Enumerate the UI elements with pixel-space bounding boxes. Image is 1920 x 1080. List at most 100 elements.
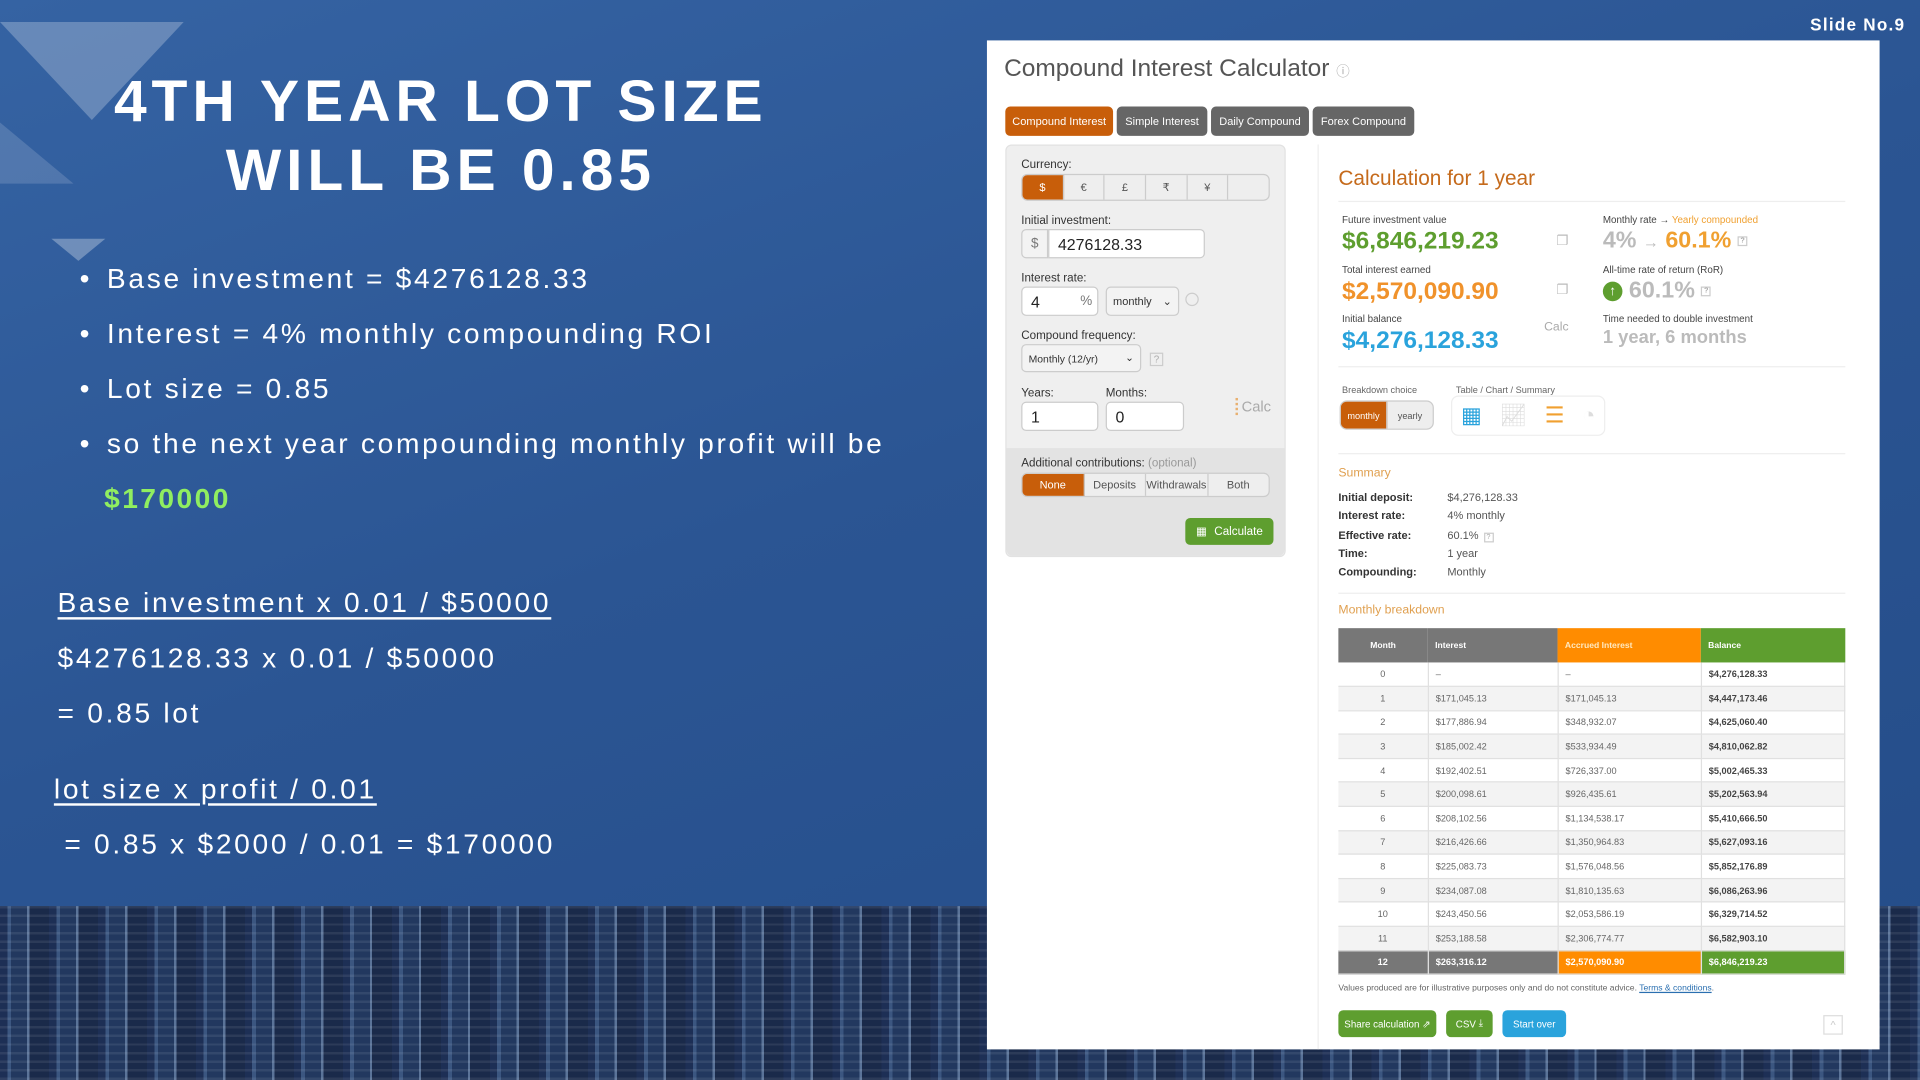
initial-investment-input[interactable]: 4276128.33 <box>1048 228 1205 259</box>
contrib-none[interactable]: None <box>1022 473 1085 496</box>
list-icon[interactable]: ☰ <box>1544 402 1565 428</box>
formula-result: = 0.85 lot <box>57 696 202 729</box>
bullet: Base investment = $4276128.33 <box>80 262 590 295</box>
table-cell: $5,410,666.50 <box>1700 806 1846 831</box>
currency-jpy[interactable]: ¥ <box>1187 175 1229 200</box>
bullet: Interest = 4% monthly compounding ROI <box>80 317 715 350</box>
table-cell: $6,582,903.10 <box>1700 926 1846 951</box>
summary-row: Effective rate: 60.1% ? <box>1338 528 1517 547</box>
help-icon[interactable]: ? <box>1149 352 1164 367</box>
breakdown-yearly[interactable]: yearly <box>1397 409 1423 421</box>
table-cell: $4,276,128.33 <box>1700 662 1846 688</box>
double-label: Time needed to double investment <box>1602 313 1753 325</box>
months-input[interactable]: 0 <box>1105 401 1185 432</box>
help-icon[interactable]: ? <box>1483 532 1494 542</box>
table-cell: $243,450.56 <box>1427 902 1559 927</box>
table-heading: Monthly breakdown <box>1338 603 1445 618</box>
table-cell: $216,426.66 <box>1427 830 1559 855</box>
table-cell: $533,934.49 <box>1557 734 1702 760</box>
compound-frequency-select[interactable]: Monthly (12/yr) ⌄ <box>1021 344 1142 373</box>
table-icon[interactable]: ▦ <box>1460 402 1482 428</box>
copy-icon[interactable]: ❐ <box>1556 233 1569 249</box>
view-selector: ▦ 📈︎ ☰ ◔ <box>1451 395 1606 436</box>
table-cell: 4 <box>1338 758 1429 784</box>
contrib-withdrawals[interactable]: Withdrawals <box>1146 473 1208 496</box>
interest-rate-input[interactable]: 4% <box>1021 286 1099 316</box>
summary-row: Compounding: Monthly <box>1338 566 1517 585</box>
info-icon[interactable]: ⓘ <box>1336 64 1350 80</box>
contrib-both[interactable]: Both <box>1226 478 1250 492</box>
table-cell: 12 <box>1338 950 1429 975</box>
scroll-top-button[interactable]: ^ <box>1823 1015 1843 1035</box>
table-cell: $6,329,714.52 <box>1700 902 1846 927</box>
column-header: Month <box>1338 628 1428 663</box>
table-cell: $926,435.61 <box>1557 782 1702 808</box>
help-icon[interactable]: ? <box>1701 286 1712 297</box>
download-icon: ⤓ <box>1478 1017 1483 1029</box>
table-cell: $192,402.51 <box>1427 758 1559 784</box>
start-over-button[interactable]: Start over <box>1502 1010 1567 1038</box>
table-cell: $171,045.13 <box>1557 686 1702 712</box>
column-header: Balance <box>1700 628 1845 663</box>
table-cell: 5 <box>1338 782 1429 808</box>
currency-eur[interactable]: € <box>1064 175 1105 200</box>
share-button[interactable]: Share calculation ⇗ <box>1338 1010 1437 1038</box>
table-cell: $5,002,465.33 <box>1700 758 1846 784</box>
table-cell: $171,045.13 <box>1427 686 1559 712</box>
bullet: so the next year compounding monthly pro… <box>80 427 885 460</box>
table-cell: 0 <box>1338 662 1429 688</box>
calculator-screenshot: Compound Interest Calculator ⓘ Compound … <box>986 40 1880 1050</box>
tab-compound-interest[interactable]: Compound Interest <box>1005 106 1114 136</box>
terms-link[interactable]: Terms & conditions <box>1639 984 1712 994</box>
ror-value: ↑ 60.1% ? <box>1602 278 1712 305</box>
currency-other[interactable] <box>1229 175 1269 199</box>
table-cell: 1 <box>1338 686 1429 712</box>
profit-highlight: $170000 <box>104 482 231 515</box>
table-cell: $1,810,135.63 <box>1557 878 1702 903</box>
table-cell: $4,625,060.40 <box>1700 710 1846 736</box>
summary-list: Initial deposit: $4,276,128.33 Interest ra… <box>1338 491 1517 585</box>
table-cell: $726,337.00 <box>1557 758 1702 784</box>
currency-usd[interactable]: $ <box>1022 175 1064 200</box>
summary-row: Time: 1 year <box>1338 547 1517 566</box>
remove-icon[interactable] <box>1185 292 1199 307</box>
calculator-icon: ▦ <box>1195 524 1207 539</box>
contrib-deposits[interactable]: Deposits <box>1084 473 1147 496</box>
table-cell: $263,316.12 <box>1427 950 1559 975</box>
tab-simple-interest[interactable]: Simple Interest <box>1116 106 1208 136</box>
summary-value: 1 year <box>1447 547 1478 560</box>
csv-button[interactable]: CSV ⤓ <box>1446 1010 1493 1038</box>
tab-forex-compound[interactable]: Forex Compound <box>1312 106 1415 136</box>
tab-daily-compound[interactable]: Daily Compound <box>1211 106 1309 136</box>
pie-chart-icon[interactable]: ◔ <box>1581 402 1596 428</box>
table-row: 8 $225,083.73 $1,576,048.56 $5,852,176.89 <box>1338 854 1846 879</box>
rate-period-select[interactable]: monthly ⌄ <box>1105 286 1180 316</box>
summary-key: Interest rate: <box>1338 509 1406 522</box>
copy-icon[interactable]: ❐ <box>1556 282 1569 298</box>
currency-gbp[interactable]: £ <box>1105 175 1147 200</box>
table-cell: $185,002.42 <box>1427 734 1559 760</box>
currency-selector: $ € £ ₹ ¥ <box>1021 173 1270 201</box>
currency-label: Currency: <box>1021 157 1072 172</box>
column-header: Accrued Interest <box>1557 628 1701 663</box>
table-cell: 3 <box>1338 734 1429 760</box>
table-cell: 6 <box>1338 806 1429 831</box>
table-cell: $348,932.07 <box>1557 710 1702 736</box>
view-label: Table / Chart / Summary <box>1455 384 1555 396</box>
breakdown-monthly[interactable]: monthly <box>1340 401 1388 429</box>
breakdown-toggle: monthly yearly <box>1339 400 1434 430</box>
share-icon: ⇗ <box>1422 1018 1431 1030</box>
table-row: 5 $200,098.61 $926,435.61 $5,202,563.94 <box>1338 782 1846 808</box>
calc-site-logo: Calc <box>1544 320 1569 335</box>
calculate-button[interactable]: ▦ Calculate <box>1185 517 1274 545</box>
table-cell: 11 <box>1338 926 1429 951</box>
table-row: 11 $253,188.58 $2,306,774.77 $6,582,903.10 <box>1338 926 1846 951</box>
table-cell: $200,098.61 <box>1427 782 1559 808</box>
table-row: 0– – $4,276,128.33 <box>1338 662 1846 688</box>
currency-inr[interactable]: ₹ <box>1146 175 1188 200</box>
table-cell: $1,350,964.83 <box>1557 830 1702 855</box>
compound-frequency-label: Compound frequency: <box>1021 329 1136 343</box>
help-icon[interactable]: ? <box>1737 236 1748 247</box>
chart-icon[interactable]: 📈︎ <box>1499 402 1528 428</box>
years-input[interactable]: 1 <box>1021 401 1099 432</box>
